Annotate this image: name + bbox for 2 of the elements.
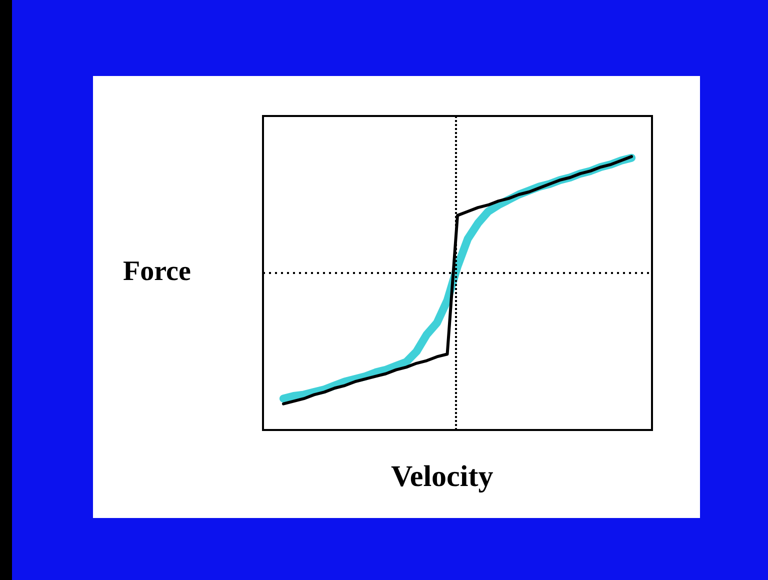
x-axis-title: Velocity <box>391 460 494 494</box>
y-axis-title: Force <box>123 256 191 288</box>
